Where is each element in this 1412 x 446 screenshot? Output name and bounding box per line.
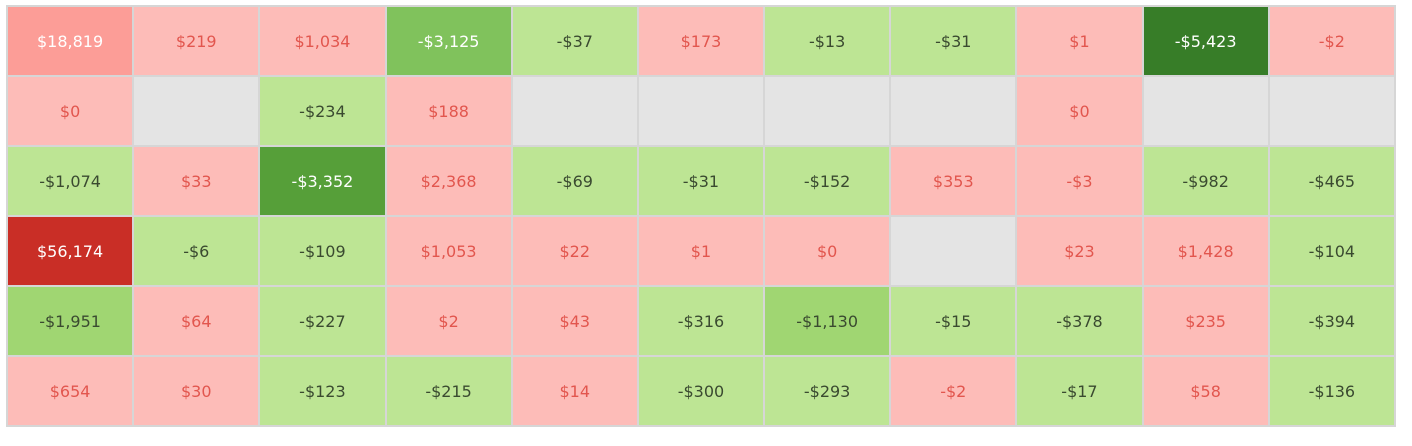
table-cell: -$1,074 [5,145,135,217]
empty-cell [636,75,766,147]
table-row: -$1,951 $64 -$227 $2 $43 -$316 -$1,130 -$15 -$37… [5,285,1397,357]
table-cell: $188 [384,75,513,147]
table-cell: -$316 [636,285,766,357]
table-row: $654 $30 -$123 -$215 $14 -$300 -$293 -$2 -$17 $58… [5,355,1397,427]
table-cell: $654 [5,355,135,427]
empty-cell [889,215,1018,287]
table-cell: $14 [510,355,639,427]
table-cell: -$3,125 [384,5,513,77]
table-cell: -$1,130 [763,285,892,357]
empty-cell [1267,75,1397,147]
table-cell: -$104 [1267,215,1397,287]
table-cell: $22 [510,215,639,287]
table-cell: $58 [1141,355,1270,427]
table-cell: $219 [132,5,261,77]
table-cell: $33 [132,145,261,217]
table-cell: $0 [763,215,892,287]
table-cell: $1 [1015,5,1144,77]
empty-cell [1141,75,1270,147]
table-row: $18,819 $219 $1,034 -$3,125 -$37 $173 -$13 -$31… [5,5,1397,77]
table-cell: -$215 [384,355,513,427]
table-cell: $173 [636,5,766,77]
table-cell: -$69 [510,145,639,217]
table-cell: $0 [5,75,135,147]
table-cell: -$6 [132,215,261,287]
table-cell: -$394 [1267,285,1397,357]
table-cell: -$234 [258,75,387,147]
table-cell: -$17 [1015,355,1144,427]
table-cell: $1,428 [1141,215,1270,287]
table-cell: -$1,951 [5,285,135,357]
table-cell: -$31 [889,5,1018,77]
table-cell: $18,819 [5,5,135,77]
table-cell: -$109 [258,215,387,287]
table-cell: $23 [1015,215,1144,287]
table-cell: -$378 [1015,285,1144,357]
table-cell: $2,368 [384,145,513,217]
table-cell: -$5,423 [1141,5,1270,77]
table-cell: -$293 [763,355,892,427]
table-cell: -$3,352 [258,145,387,217]
table-cell: -$123 [258,355,387,427]
table-cell: $0 [1015,75,1144,147]
empty-cell [510,75,639,147]
table-cell: -$37 [510,5,639,77]
table-cell: $2 [384,285,513,357]
heatmap-table: $18,819 $219 $1,034 -$3,125 -$37 $173 -$13 -$31… [5,5,1397,427]
table-cell: -$31 [636,145,766,217]
empty-cell [763,75,892,147]
table-cell: $1,034 [258,5,387,77]
table-cell: $1,053 [384,215,513,287]
table-cell: -$2 [889,355,1018,427]
empty-cell [889,75,1018,147]
table-cell: -$152 [763,145,892,217]
table-cell: $30 [132,355,261,427]
table-cell: $353 [889,145,1018,217]
table-cell: -$300 [636,355,766,427]
table-row: $56,174 -$6 -$109 $1,053 $22 $1 $0 $23 $1,428 -$1… [5,215,1397,287]
table-cell: -$465 [1267,145,1397,217]
table-row: -$1,074 $33 -$3,352 $2,368 -$69 -$31 -$152 $353… [5,145,1397,217]
table-cell: -$2 [1267,5,1397,77]
table-cell: $64 [132,285,261,357]
heatmap: $18,819 $219 $1,034 -$3,125 -$37 $173 -$13 -$31… [5,5,1397,427]
table-cell: -$227 [258,285,387,357]
table-row: $0 -$234 $188 $0 [5,75,1397,147]
table-cell: -$15 [889,285,1018,357]
table-cell: $235 [1141,285,1270,357]
table-cell: -$13 [763,5,892,77]
table-cell: -$3 [1015,145,1144,217]
table-cell: $43 [510,285,639,357]
table-cell: $1 [636,215,766,287]
table-cell: -$136 [1267,355,1397,427]
table-cell: -$982 [1141,145,1270,217]
table-cell: $56,174 [5,215,135,287]
empty-cell [132,75,261,147]
